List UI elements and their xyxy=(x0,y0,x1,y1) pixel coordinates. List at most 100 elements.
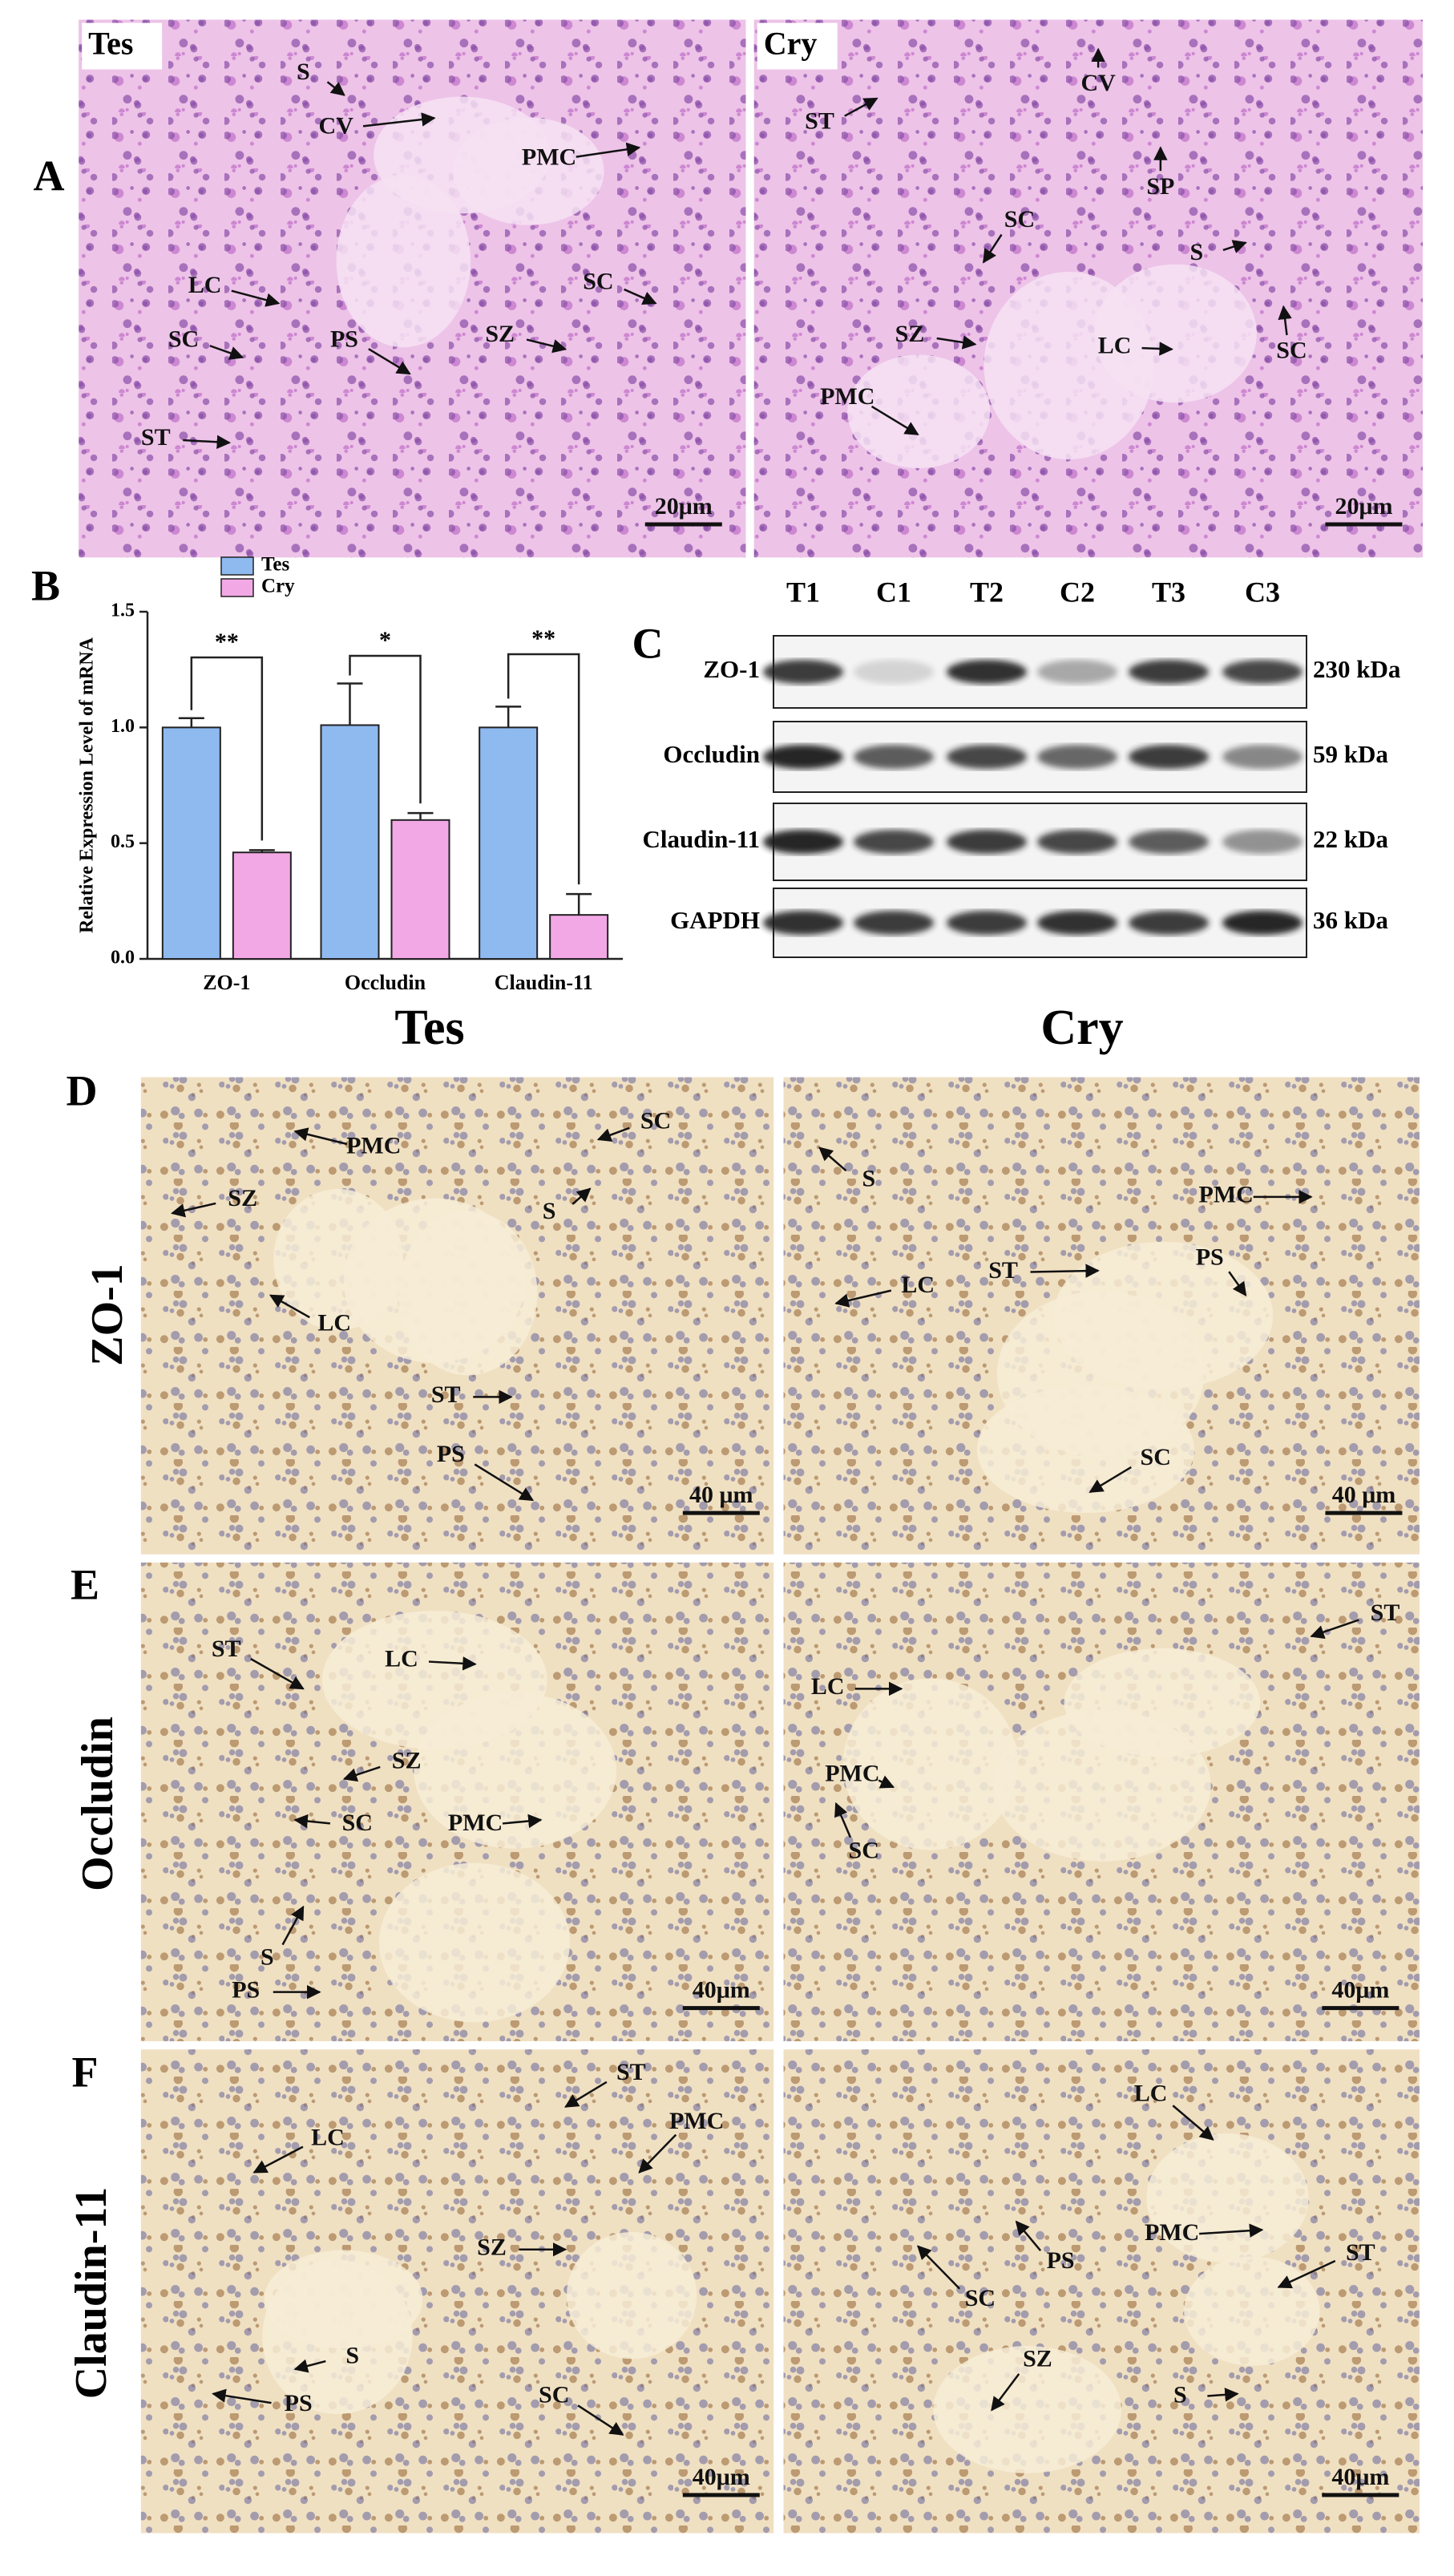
scale-bar-label: 40μm xyxy=(1331,1977,1389,2004)
annotation-arrow xyxy=(269,1294,310,1319)
tubule-lumen xyxy=(567,2232,697,2360)
annotation-arrow xyxy=(252,2145,304,2174)
annotation: ST xyxy=(431,1381,461,1408)
annotation-arrow xyxy=(428,1656,477,1671)
bar xyxy=(320,724,380,960)
legend-swatch xyxy=(220,556,254,576)
annotation: SZ xyxy=(895,321,925,347)
annotation-arrow xyxy=(834,1802,852,1838)
annotation: CV xyxy=(1080,70,1116,96)
annotation-arrow xyxy=(878,1775,895,1789)
tubule-lumen xyxy=(842,1678,1018,1850)
annotation: PS xyxy=(232,1977,260,2004)
annotation: CV xyxy=(319,112,354,139)
annotation: SC xyxy=(849,1838,879,1864)
annotation-arrow xyxy=(183,435,232,450)
significance-label: ** xyxy=(531,625,555,652)
blot-band xyxy=(763,660,843,684)
annotation-arrow xyxy=(991,2373,1020,2412)
annotation: LC xyxy=(811,1673,845,1700)
tubule-lumen xyxy=(847,354,991,469)
tubule-lumen xyxy=(933,2346,1121,2473)
y-tick-label: 0.5 xyxy=(111,831,135,852)
annotation-arrow xyxy=(916,2245,961,2290)
blot-band xyxy=(1129,660,1209,684)
annotation: LC xyxy=(317,1309,351,1336)
annotation-arrow xyxy=(209,345,244,360)
annotation: SC xyxy=(168,326,199,352)
annotation: LC xyxy=(1134,2080,1168,2106)
significance-bracket xyxy=(349,654,422,804)
annotation-arrow xyxy=(624,288,657,305)
annotation: SC xyxy=(539,2382,569,2408)
tubule-lumen xyxy=(336,174,471,348)
tubule-lumen xyxy=(1064,1648,1261,1757)
lane-label: T2 xyxy=(970,576,1004,608)
tubule-lumen xyxy=(1184,2256,1320,2366)
annotation: ST xyxy=(616,2059,646,2085)
corner-label-box xyxy=(82,22,163,70)
annotation-arrow xyxy=(171,1202,216,1218)
annotation: SC xyxy=(1141,1444,1171,1470)
blot-band xyxy=(1037,911,1117,935)
lane-label: C3 xyxy=(1245,576,1280,608)
annotation: S xyxy=(261,1944,274,1971)
annotation-arrow xyxy=(1199,2223,1264,2238)
annotation-arrow xyxy=(1141,342,1173,356)
annotation: SZ xyxy=(228,1185,257,1211)
annotation-arrow xyxy=(870,405,919,435)
protein-label: Claudin-11 xyxy=(643,825,760,853)
annotation-arrow xyxy=(1277,2259,1336,2289)
blot-band xyxy=(947,830,1027,854)
lane-label: T1 xyxy=(786,576,820,608)
blot-band xyxy=(1222,830,1303,854)
annotation: PS xyxy=(437,1441,465,1467)
annotation: SZ xyxy=(485,321,515,347)
blot-band xyxy=(1129,911,1209,935)
y-tick-label: 1.0 xyxy=(111,716,135,737)
blot-band xyxy=(1222,660,1303,684)
annotation-arrow xyxy=(936,335,977,350)
panel-label: C xyxy=(632,619,664,667)
annotation-arrow xyxy=(1207,2388,1239,2402)
annotation: SC xyxy=(640,1108,671,1134)
blot-band xyxy=(854,745,934,769)
annotation: PMC xyxy=(1199,1182,1254,1208)
annotation: S xyxy=(345,2343,359,2369)
protein-label: GAPDH xyxy=(670,906,760,934)
lane-label: C1 xyxy=(876,576,911,608)
annotation: ST xyxy=(805,107,834,134)
annotation-arrow xyxy=(638,2133,677,2174)
annotation: SC xyxy=(1276,338,1307,364)
blot-band xyxy=(763,830,843,854)
blot-band xyxy=(1037,745,1117,769)
x-tick-label: ZO-1 xyxy=(203,971,250,994)
blot-band xyxy=(1222,745,1303,769)
bar xyxy=(161,726,221,960)
protein-label: Occludin xyxy=(663,740,760,768)
tubule-lumen xyxy=(1146,2133,1309,2263)
blot-band xyxy=(947,745,1027,769)
annotation-arrow xyxy=(576,142,641,158)
annotation: SC xyxy=(342,1810,373,1836)
annotation-arrow xyxy=(577,2404,624,2436)
annotation: PMC xyxy=(669,2108,724,2134)
annotation-arrow xyxy=(326,81,345,96)
annotation-arrow xyxy=(250,1657,305,1690)
annotation: S xyxy=(1190,239,1204,265)
bar xyxy=(232,851,292,960)
annotation-arrow xyxy=(293,1814,331,1829)
annotation-arrow xyxy=(293,1127,348,1146)
annotation-arrow xyxy=(342,1765,381,1782)
annotation-arrow xyxy=(231,289,281,307)
blot-band xyxy=(1129,830,1209,854)
row-label: ZO-1 xyxy=(83,1264,132,1366)
panel-label: E xyxy=(71,1560,99,1608)
annotation: SC xyxy=(583,269,613,295)
annotation-arrow xyxy=(982,233,1003,264)
blot-band xyxy=(1222,911,1303,935)
annotation: PMC xyxy=(448,1810,503,1836)
annotation-arrow xyxy=(1222,240,1247,253)
annotation-arrow xyxy=(572,1187,592,1205)
blot-band xyxy=(763,745,843,769)
